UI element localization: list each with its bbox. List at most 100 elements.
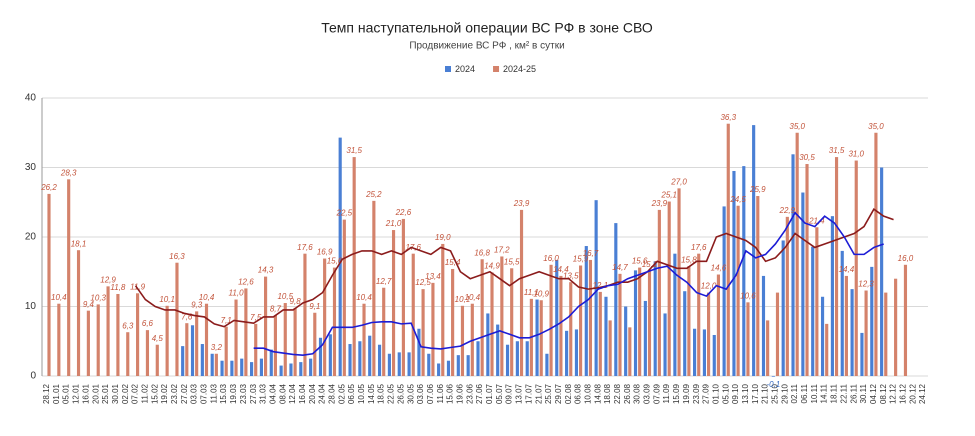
data-label: 15,6	[632, 257, 648, 266]
bar	[608, 320, 612, 376]
data-label: 14,6	[711, 264, 727, 273]
bar	[549, 264, 553, 376]
bar	[165, 305, 169, 376]
bar	[673, 253, 677, 376]
bar	[273, 315, 277, 376]
x-tick-label: 29.10	[780, 383, 789, 404]
bar	[633, 270, 638, 376]
data-label: 13,5	[563, 271, 579, 280]
bar	[761, 275, 766, 376]
x-tick-label: 11.02	[140, 383, 149, 403]
bar	[155, 344, 159, 376]
bar	[795, 132, 799, 376]
bar	[555, 259, 559, 376]
bar	[604, 296, 608, 376]
bar	[663, 313, 667, 376]
bar	[771, 376, 775, 377]
x-tick-label: 22.05	[387, 383, 396, 404]
bar	[362, 303, 366, 376]
bar	[480, 259, 484, 376]
trend-line	[253, 211, 884, 356]
bar	[820, 296, 825, 376]
x-tick-label: 11.09	[662, 383, 671, 403]
x-tick-label: 23.03	[239, 383, 248, 404]
bar	[358, 341, 362, 376]
x-tick-label: 25.07	[544, 383, 553, 404]
bar	[466, 355, 470, 376]
x-tick-label: 31.03	[259, 383, 268, 404]
bar	[269, 349, 273, 376]
data-label: 16,8	[474, 248, 490, 257]
data-label: 10,4	[51, 293, 67, 302]
bar	[348, 344, 352, 376]
bar	[397, 352, 401, 376]
x-tick-label: 19.02	[160, 383, 169, 404]
bar	[323, 258, 327, 376]
bar	[342, 219, 346, 376]
bar	[427, 353, 431, 376]
bar	[746, 302, 750, 376]
x-tick-label: 14.11	[820, 383, 829, 403]
data-label: 7,5	[250, 313, 262, 322]
bar	[401, 218, 405, 376]
data-label: 25,1	[660, 191, 677, 200]
x-tick-label: 17.07	[524, 383, 533, 404]
bar	[181, 346, 185, 376]
bar	[214, 353, 218, 376]
bar	[726, 123, 730, 376]
x-tick-label: 07.03	[200, 383, 209, 404]
bar	[328, 334, 332, 376]
legend-swatch	[493, 66, 500, 72]
data-label: 22,5	[336, 209, 353, 218]
x-tick-label: 15.03	[219, 383, 228, 404]
data-label: 8,7	[270, 305, 282, 314]
x-tick-label: 08.04	[278, 383, 287, 404]
x-tick-label: 09.10	[731, 383, 740, 404]
data-label: 6,3	[122, 321, 134, 330]
bar	[318, 337, 323, 376]
x-tick-label: 07.02	[131, 383, 140, 404]
x-tick-label: 24.04	[318, 383, 327, 404]
data-label: 12,5	[415, 278, 431, 287]
bar	[431, 282, 435, 376]
bar	[382, 287, 386, 376]
x-tick-label: 05.01	[62, 383, 71, 404]
x-tick-label: 16.04	[298, 383, 307, 404]
y-tick-label: 40	[25, 93, 37, 104]
chart-subtitle: Продвижение ВС РФ , км² в сутки	[409, 41, 564, 52]
bar	[574, 329, 579, 376]
data-label: 18,1	[71, 239, 87, 248]
bar	[903, 264, 908, 376]
x-tick-label: 10.05	[357, 383, 366, 404]
bar	[309, 358, 313, 376]
x-tick-label: 17.10	[751, 383, 760, 404]
x-tick-label: 02.08	[564, 383, 573, 404]
bar	[844, 275, 848, 376]
bar	[874, 132, 878, 376]
bar	[299, 362, 303, 376]
y-tick-label: 0	[30, 371, 36, 382]
data-label: 22,9	[779, 206, 796, 215]
x-tick-label: 15.02	[150, 383, 159, 404]
data-label: 25,2	[365, 190, 382, 199]
x-tick-label: 16.01	[81, 383, 90, 404]
y-tick-label: 10	[25, 301, 37, 312]
x-tick-label: 07.09	[652, 383, 661, 404]
data-label: 12,1	[592, 281, 608, 290]
bar	[417, 328, 421, 376]
data-label: 9,3	[191, 300, 203, 309]
bar	[387, 353, 391, 376]
x-tick-label: 13.10	[741, 383, 750, 404]
data-label: 31,0	[848, 150, 864, 159]
bar	[96, 304, 100, 376]
bar	[677, 188, 681, 376]
bar	[870, 266, 874, 376]
x-tick-label: 30.08	[633, 383, 642, 404]
bar	[496, 324, 500, 376]
x-tick-label: 21.07	[534, 383, 543, 404]
x-tick-label: 20.04	[308, 383, 317, 404]
data-label: 26,2	[40, 183, 57, 192]
bar	[352, 157, 356, 376]
data-label: 10,1	[455, 295, 471, 304]
